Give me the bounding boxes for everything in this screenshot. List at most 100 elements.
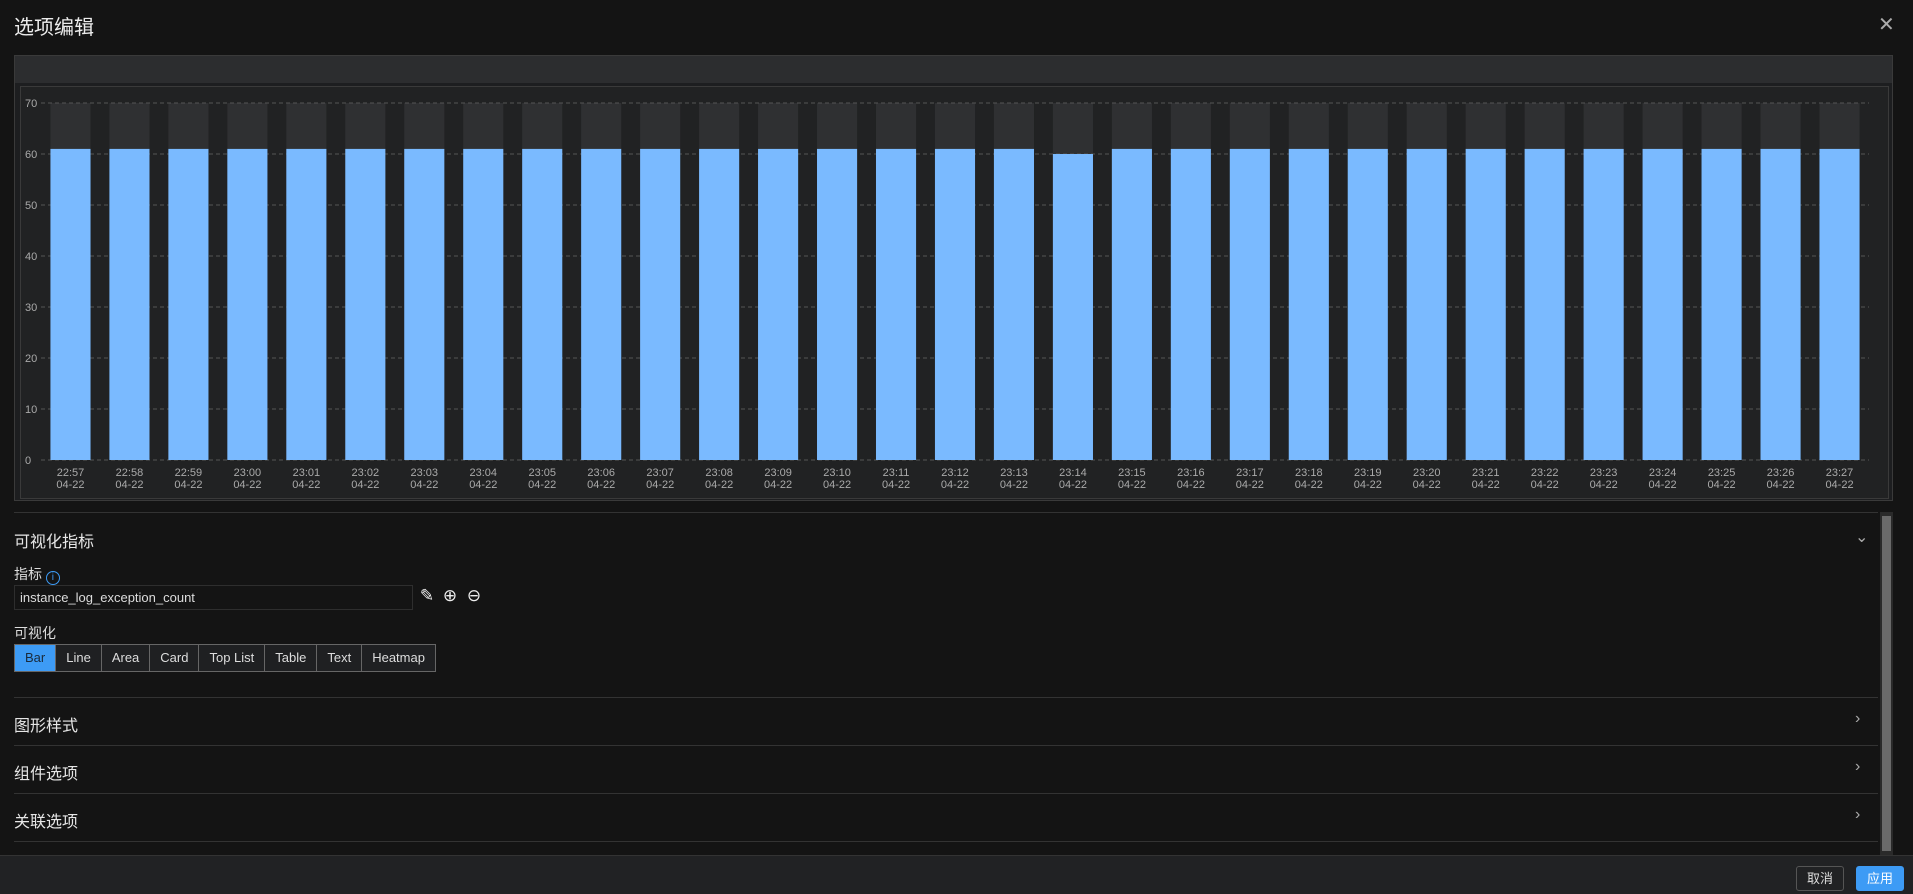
viz-option-table[interactable]: Table [264,645,317,671]
bar[interactable] [1170,148,1211,460]
bar[interactable] [227,148,268,460]
x-tick-label: 23:06 [587,467,615,479]
y-tick-label: 40 [25,251,37,263]
y-tick-label: 10 [25,404,37,416]
x-tick-label: 23:19 [1354,467,1382,479]
bar[interactable] [1229,148,1270,460]
bar[interactable] [1406,148,1447,460]
section-title-metrics[interactable]: 可视化指标 [14,534,95,551]
bar[interactable] [640,148,681,460]
bar[interactable] [1524,148,1565,460]
x-tick-date: 04-22 [1354,479,1382,491]
bar[interactable] [875,148,917,460]
x-tick-date: 04-22 [351,479,379,491]
scrollbar-thumb[interactable] [1882,516,1891,851]
chart-preview-panel: 0 10 20 30 40 50 60 70 22:57 04-22 22:58 04-22 22:59… [14,55,1893,501]
bar[interactable] [758,148,799,460]
metric-input[interactable] [14,585,413,610]
bar[interactable] [699,148,740,460]
dialog-footer: 取消 应用 [0,855,1913,894]
metric-label-text: 指标 [14,566,42,582]
section-link-options[interactable]: 关联选项 [14,814,79,831]
bar[interactable] [1347,148,1388,460]
y-tick-label: 20 [25,353,37,365]
edit-pencil-icon[interactable]: ✎ [419,586,435,605]
divider [14,841,1878,842]
bar[interactable] [286,148,327,460]
x-tick-label: 23:08 [705,467,733,479]
x-tick-date: 04-22 [882,479,910,491]
bar[interactable] [581,148,622,460]
bar[interactable] [522,148,563,460]
bar[interactable] [993,148,1035,460]
bar[interactable] [1465,148,1506,460]
bar[interactable] [50,148,91,460]
viz-option-text[interactable]: Text [316,645,362,671]
x-tick-date: 04-22 [292,479,320,491]
x-tick-label: 23:22 [1531,467,1559,479]
remove-circle-icon[interactable]: ⊖ [466,586,482,605]
x-tick-label: 23:09 [764,467,792,479]
bar[interactable] [1760,148,1801,460]
x-tick-date: 04-22 [469,479,497,491]
x-tick-date: 04-22 [1413,479,1441,491]
viz-option-bar[interactable]: Bar [15,645,56,671]
close-icon[interactable]: ✕ [1878,14,1895,36]
x-tick-label: 23:11 [883,467,910,479]
bar[interactable] [168,148,209,460]
section-component-options[interactable]: 组件选项 [14,766,79,783]
viz-option-heatmap[interactable]: Heatmap [361,645,435,671]
x-tick-date: 04-22 [1708,479,1736,491]
x-tick-date: 04-22 [56,479,84,491]
x-tick-date: 04-22 [1295,479,1323,491]
bar[interactable] [1288,148,1329,460]
x-tick-label: 23:04 [469,467,497,479]
x-tick-date: 04-22 [174,479,202,491]
bar[interactable] [109,148,150,460]
bar[interactable] [817,148,858,460]
add-circle-icon[interactable]: ⊕ [442,586,458,605]
x-tick-label: 23:23 [1590,467,1618,479]
x-tick-label: 23:16 [1177,467,1205,479]
x-tick-date: 04-22 [1000,479,1028,491]
chart-container: 0 10 20 30 40 50 60 70 22:57 04-22 22:58 04-22 22:59… [20,86,1889,499]
chevron-right-icon[interactable]: › [1855,806,1861,823]
x-tick-label: 23:03 [411,467,439,479]
x-tick-date: 04-22 [1472,479,1500,491]
divider [14,793,1878,794]
bar[interactable] [1052,154,1093,460]
chevron-right-icon[interactable]: › [1855,758,1861,775]
bar[interactable] [934,148,976,460]
viz-option-card[interactable]: Card [149,645,199,671]
apply-button[interactable]: 应用 [1856,866,1904,891]
x-tick-label: 23:00 [234,467,262,479]
x-tick-date: 04-22 [1825,479,1853,491]
bar[interactable] [404,148,445,460]
bar[interactable] [1701,148,1742,460]
x-tick-label: 22:59 [175,467,203,479]
scrollbar[interactable] [1880,512,1893,855]
section-graph-style[interactable]: 图形样式 [14,718,79,735]
cancel-button[interactable]: 取消 [1796,866,1844,891]
bar[interactable] [1819,148,1860,460]
x-tick-date: 04-22 [941,479,969,491]
viz-option-area[interactable]: Area [100,645,150,671]
y-tick-label: 50 [25,200,37,212]
bar[interactable] [1583,148,1624,460]
chevron-right-icon[interactable]: › [1855,710,1861,727]
info-icon[interactable]: i [45,571,60,585]
viz-option-line[interactable]: Line [55,645,101,671]
x-tick-date: 04-22 [528,479,556,491]
chart-panel-header [15,56,1892,83]
bar[interactable] [463,148,504,460]
x-tick-label: 23:27 [1826,467,1854,479]
x-tick-label: 23:05 [528,467,556,479]
x-tick-date: 04-22 [764,479,792,491]
bar[interactable] [1111,148,1152,460]
bar[interactable] [1642,148,1683,460]
bar[interactable] [345,148,386,460]
x-tick-date: 04-22 [1649,479,1677,491]
x-tick-label: 23:18 [1295,467,1323,479]
viz-option-toplist[interactable]: Top List [198,645,265,671]
chevron-down-icon[interactable]: ⌄ [1855,529,1869,546]
